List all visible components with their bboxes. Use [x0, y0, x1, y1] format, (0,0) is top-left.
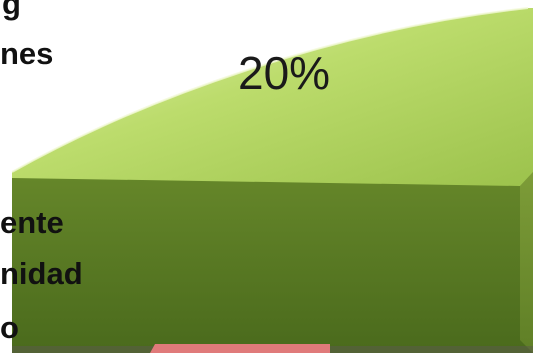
category-label-fragment-4: nidad [0, 256, 83, 291]
slice-label-20: 20% [238, 47, 331, 99]
slice-top-20 [12, 8, 533, 186]
category-label-fragment-2: nes [0, 36, 54, 71]
category-label-fragment-5: o [0, 310, 19, 345]
category-label-fragment-3: ente [0, 205, 64, 240]
slice-rim-20 [11, 7, 529, 173]
slice-side-20 [12, 172, 533, 353]
category-label-fragment-1: g [2, 0, 21, 21]
slice-side-right-20 [520, 172, 533, 353]
partial-slice-red [150, 344, 330, 353]
